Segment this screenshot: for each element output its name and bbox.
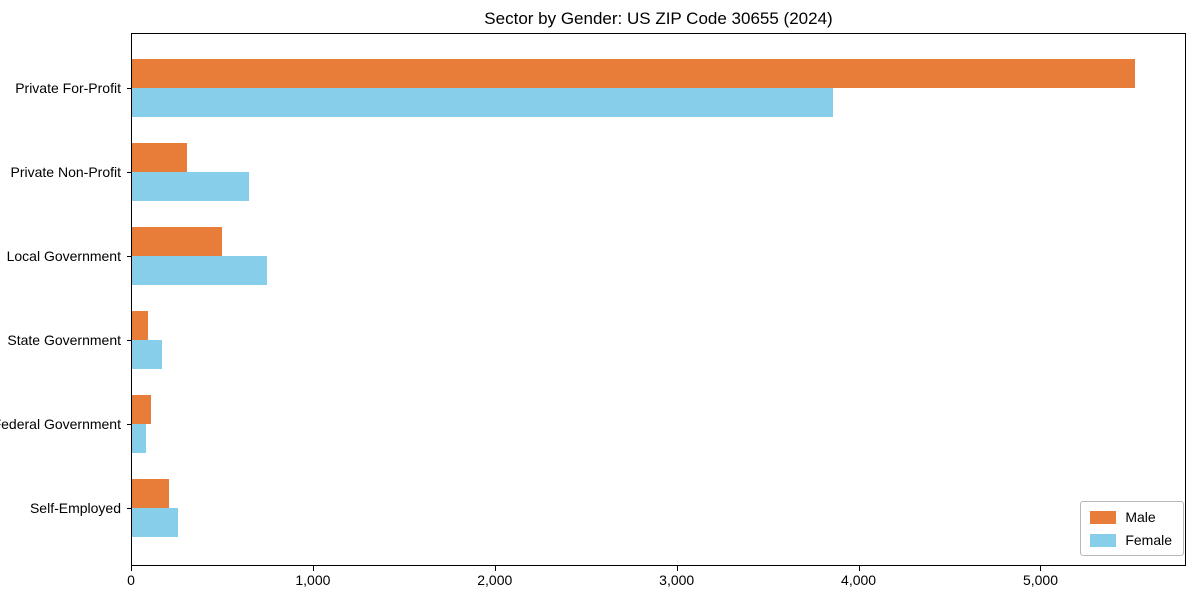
x-tick-label: 0 (127, 572, 135, 588)
x-tick-mark (494, 566, 496, 571)
bar-female-0 (132, 88, 834, 117)
x-tick-mark (676, 566, 678, 571)
bar-female-3 (132, 340, 162, 369)
bar-male-3 (132, 311, 149, 340)
chart-title: Sector by Gender: US ZIP Code 30655 (202… (484, 9, 833, 28)
x-tick-label: 1,000 (295, 572, 331, 588)
x-tick-mark (131, 566, 132, 571)
legend-label-female: Female (1125, 532, 1172, 548)
bar-female-2 (132, 256, 268, 285)
legend-item-male: Male (1090, 509, 1172, 525)
male-color-swatch (1090, 510, 1117, 524)
bar-male-4 (132, 395, 151, 424)
y-tick-label: Self-Employed (29, 500, 121, 516)
y-tick-label: Private For-Profit (15, 80, 121, 96)
y-tick-mark (127, 88, 132, 89)
y-tick-mark (127, 172, 132, 173)
y-tick-label: Federal Government (0, 416, 121, 432)
plot-area (131, 33, 1186, 566)
x-tick-label: 3,000 (659, 572, 695, 588)
y-tick-mark (127, 508, 132, 509)
legend-label-male: Male (1125, 509, 1156, 525)
y-tick-label: Private Non-Profit (10, 164, 121, 180)
legend-item-female: Female (1090, 532, 1172, 548)
x-tick-label: 5,000 (1022, 572, 1058, 588)
x-tick-label: 4,000 (841, 572, 877, 588)
bar-male-5 (132, 479, 170, 508)
y-tick-mark (127, 340, 132, 341)
bar-male-2 (132, 227, 222, 256)
bar-female-1 (132, 172, 250, 201)
y-tick-mark (127, 256, 132, 257)
y-tick-label: Local Government (6, 248, 121, 264)
x-tick-mark (858, 566, 860, 571)
y-tick-label: State Government (7, 332, 121, 348)
bar-female-4 (132, 424, 146, 453)
bar-male-1 (132, 143, 188, 172)
x-tick-mark (1040, 566, 1042, 571)
y-tick-mark (127, 424, 132, 425)
x-tick-mark (312, 566, 314, 571)
female-color-swatch (1090, 533, 1117, 547)
legend: Male Female (1080, 501, 1184, 556)
x-tick-label: 2,000 (477, 572, 513, 588)
bar-female-5 (132, 508, 179, 537)
bar-male-0 (132, 59, 1136, 88)
